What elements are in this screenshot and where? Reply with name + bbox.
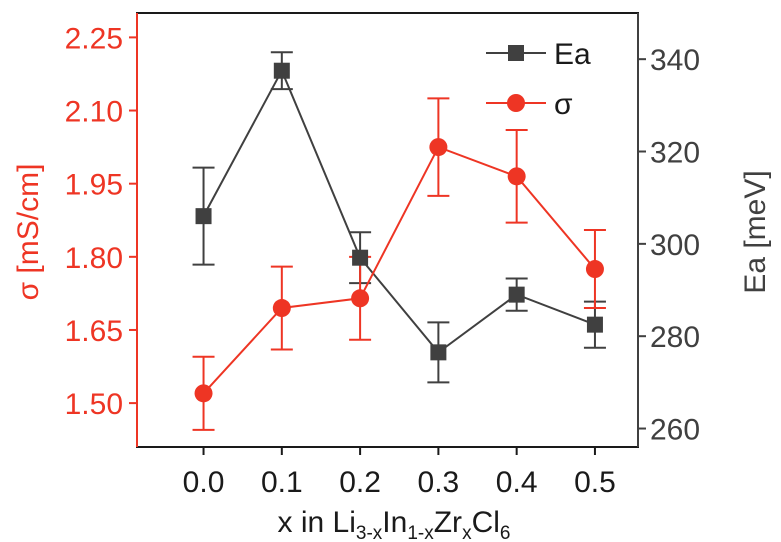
- y-right-axis-title: Ea [meV]: [739, 170, 772, 293]
- x-tick-label: 0.1: [261, 466, 303, 499]
- x-title-mid2: Zr: [434, 506, 462, 539]
- sigma-data-point: [351, 289, 370, 308]
- legend-sigma-label: σ: [554, 88, 573, 121]
- ea-data-point: [430, 344, 447, 361]
- x-title-sub3: x: [462, 523, 472, 542]
- y-left-tick-label: 2.10: [65, 96, 123, 129]
- axis-layer: 0.0 0.1 0.2 0.3 0.4 0.5 1.50 1.65 1.80 1.95 2.10 2.…: [65, 12, 700, 499]
- sigma-data-point: [194, 384, 213, 403]
- series-line-layer: [202, 68, 596, 395]
- ea-data-point: [352, 249, 369, 266]
- x-title-sub1: 3-x: [356, 523, 383, 542]
- y-right-tick-label: 320: [650, 137, 700, 170]
- y-right-tick-label: 260: [650, 414, 700, 447]
- ea-data-point: [508, 286, 525, 303]
- x-title-prefix: x in Li: [278, 506, 356, 539]
- y-left-tick-label: 2.25: [65, 22, 123, 55]
- x-tick-label: 0.2: [339, 466, 381, 499]
- x-title-mid3: Cl: [472, 506, 500, 539]
- legend-sigma-marker: [507, 94, 525, 112]
- sigma-data-point: [429, 138, 448, 157]
- x-title-mid1: In: [382, 506, 407, 539]
- ea-series-line: [202, 68, 596, 354]
- x-tick-label: 0.4: [496, 466, 538, 499]
- x-axis-title: x in Li3-xIn1-xZrxCl6: [278, 506, 511, 542]
- y-left-tick-label: 1.65: [65, 315, 123, 348]
- x-tick-label: 0.3: [418, 466, 460, 499]
- ea-data-point: [586, 316, 603, 333]
- y-right-tick-label: 280: [650, 321, 700, 354]
- y-left-axis-title: σ [mS/cm]: [12, 164, 45, 301]
- x-tick-label: 0.0: [183, 466, 225, 499]
- error-bar-layer: [192, 51, 606, 431]
- x-title-sub4: 6: [500, 523, 511, 542]
- x-tick-label: 0.5: [574, 466, 616, 499]
- y-left-tick-label: 1.80: [65, 242, 123, 275]
- sigma-series-line: [202, 145, 596, 395]
- y-right-tick-label: 340: [650, 44, 700, 77]
- marker-layer: [194, 62, 604, 403]
- y-left-tick-label: 1.95: [65, 169, 123, 202]
- sigma-data-point: [585, 260, 604, 279]
- legend-ea-label: Ea: [554, 38, 591, 71]
- ea-data-point: [273, 62, 290, 79]
- sigma-data-point: [272, 299, 291, 318]
- legend: Ea σ: [486, 38, 591, 121]
- ea-data-point: [195, 208, 212, 225]
- legend-ea-marker: [508, 45, 524, 61]
- y-right-tick-label: 300: [650, 229, 700, 262]
- sigma-data-point: [507, 167, 526, 186]
- x-title-sub2: 1-x: [407, 523, 434, 542]
- y-left-tick-label: 1.50: [65, 388, 123, 421]
